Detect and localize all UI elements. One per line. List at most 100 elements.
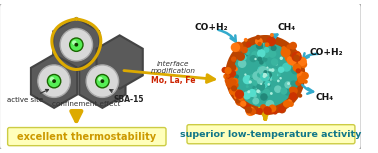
Circle shape [289, 42, 297, 50]
Circle shape [252, 71, 262, 81]
Polygon shape [31, 54, 77, 108]
Circle shape [243, 75, 252, 84]
Circle shape [249, 75, 259, 84]
Circle shape [280, 57, 283, 60]
Circle shape [260, 82, 267, 89]
Text: active site: active site [8, 89, 48, 103]
Circle shape [256, 82, 265, 91]
Circle shape [229, 70, 236, 77]
Circle shape [301, 72, 309, 80]
Circle shape [261, 72, 266, 76]
Circle shape [289, 52, 294, 57]
Circle shape [253, 81, 257, 86]
Circle shape [293, 63, 301, 72]
Circle shape [233, 89, 242, 98]
Circle shape [263, 72, 269, 78]
Circle shape [284, 81, 292, 88]
Circle shape [265, 74, 268, 77]
Circle shape [257, 72, 262, 78]
Circle shape [258, 42, 264, 48]
Circle shape [265, 100, 274, 109]
Circle shape [260, 104, 266, 110]
Circle shape [225, 76, 233, 85]
Circle shape [300, 61, 307, 68]
Circle shape [262, 65, 266, 69]
Circle shape [291, 61, 295, 66]
Circle shape [268, 84, 271, 87]
Circle shape [60, 28, 93, 61]
Circle shape [293, 55, 300, 61]
Circle shape [287, 82, 290, 85]
Circle shape [263, 74, 266, 78]
Circle shape [296, 68, 301, 73]
Circle shape [257, 49, 265, 58]
Circle shape [265, 73, 270, 78]
Circle shape [263, 57, 268, 62]
Circle shape [72, 40, 77, 45]
Circle shape [238, 59, 246, 68]
Circle shape [101, 79, 104, 83]
Circle shape [267, 83, 270, 86]
Circle shape [257, 72, 265, 80]
Circle shape [256, 108, 263, 115]
Circle shape [268, 107, 275, 114]
Circle shape [271, 68, 274, 72]
Circle shape [244, 73, 246, 76]
Circle shape [288, 95, 293, 99]
Circle shape [244, 38, 248, 42]
Circle shape [271, 58, 278, 66]
Circle shape [264, 73, 267, 76]
Circle shape [235, 96, 245, 106]
Circle shape [276, 71, 281, 76]
Circle shape [38, 65, 70, 97]
Text: CO+H₂: CO+H₂ [195, 23, 229, 32]
Circle shape [269, 71, 278, 80]
Circle shape [282, 68, 285, 72]
Polygon shape [96, 35, 143, 89]
Circle shape [248, 89, 256, 97]
Circle shape [246, 42, 251, 48]
Circle shape [236, 52, 245, 61]
Circle shape [280, 47, 291, 58]
Circle shape [235, 90, 244, 99]
Circle shape [70, 38, 83, 51]
Circle shape [254, 72, 263, 81]
Circle shape [291, 51, 302, 62]
Circle shape [262, 50, 270, 58]
Circle shape [256, 81, 259, 84]
Circle shape [252, 86, 256, 89]
Circle shape [246, 75, 250, 79]
Circle shape [304, 80, 308, 84]
Text: CH₄: CH₄ [315, 93, 333, 103]
Circle shape [282, 49, 290, 56]
Circle shape [272, 75, 279, 81]
Circle shape [260, 63, 266, 69]
Circle shape [288, 101, 294, 107]
Circle shape [285, 52, 295, 62]
Circle shape [240, 50, 248, 58]
Circle shape [226, 70, 235, 79]
Circle shape [259, 60, 264, 65]
Circle shape [263, 78, 270, 84]
Circle shape [287, 55, 297, 65]
Text: confinement effect: confinement effect [52, 101, 120, 106]
Circle shape [240, 54, 247, 61]
Text: CO+H₂: CO+H₂ [310, 48, 343, 57]
Circle shape [247, 90, 250, 93]
FancyBboxPatch shape [8, 128, 166, 146]
Circle shape [256, 35, 260, 40]
Circle shape [256, 42, 263, 49]
Circle shape [290, 81, 296, 86]
Circle shape [296, 53, 301, 57]
Circle shape [225, 35, 305, 115]
Circle shape [271, 45, 277, 51]
Text: SBA-15: SBA-15 [110, 90, 144, 104]
Circle shape [86, 65, 119, 97]
Circle shape [268, 50, 276, 58]
Text: superior low-temperature activity: superior low-temperature activity [180, 130, 362, 139]
Circle shape [274, 68, 277, 72]
Circle shape [284, 89, 291, 96]
Circle shape [245, 106, 252, 114]
Circle shape [269, 68, 278, 77]
Circle shape [229, 64, 236, 71]
